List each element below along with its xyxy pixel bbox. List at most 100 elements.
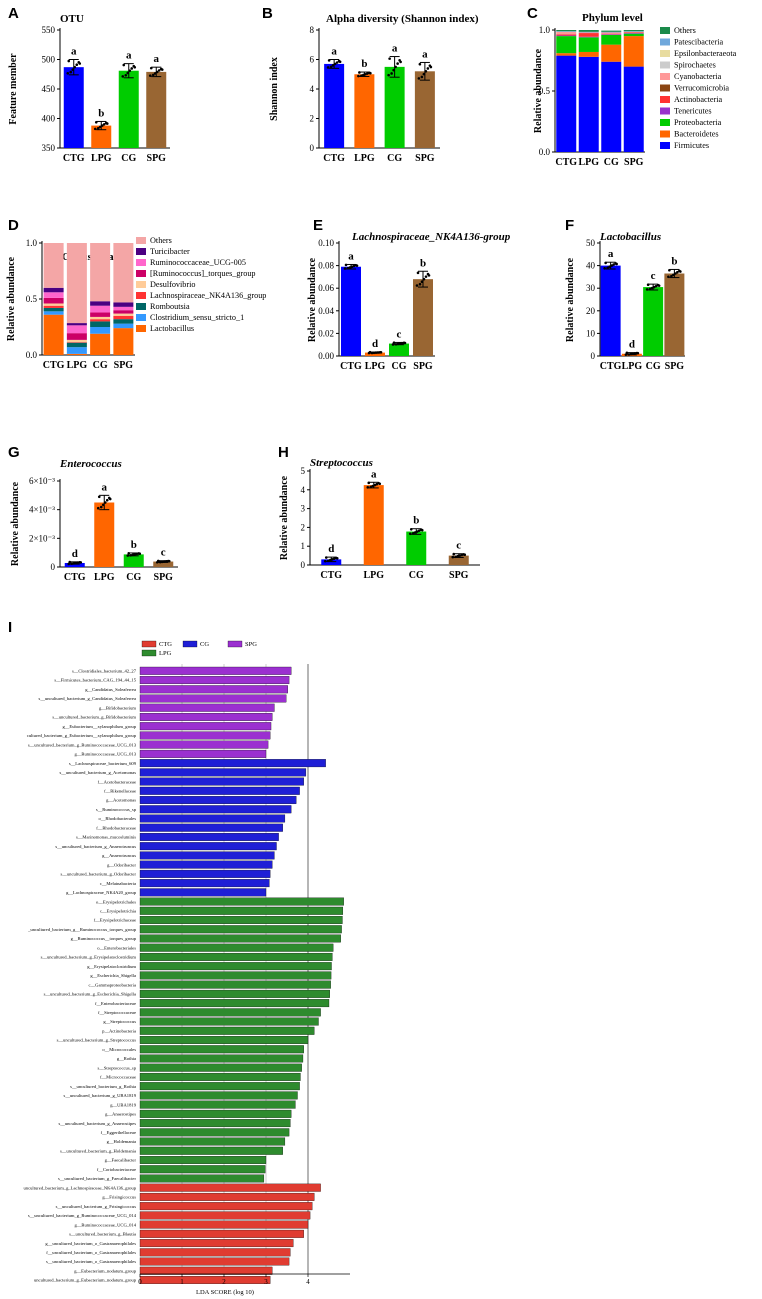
data-point xyxy=(398,342,402,345)
lda-bar xyxy=(139,851,275,860)
data-point xyxy=(138,552,142,555)
data-point xyxy=(676,270,679,274)
lda-bar xyxy=(139,1146,283,1155)
y-axis-label: Relative abundance xyxy=(565,257,576,342)
bar xyxy=(448,555,469,565)
bar-segment xyxy=(556,31,577,32)
legend-swatch xyxy=(660,27,670,34)
bar-segment xyxy=(43,307,64,312)
x-tick-label: 0 xyxy=(138,1278,142,1286)
legend-label: SPG xyxy=(245,641,257,648)
bar-segment xyxy=(556,53,577,56)
data-point xyxy=(418,282,422,286)
data-point xyxy=(98,125,102,129)
legend-swatch xyxy=(141,640,157,648)
data-point xyxy=(451,555,455,559)
lda-bar xyxy=(139,1082,300,1091)
data-point xyxy=(670,274,673,278)
significance-letter: b xyxy=(420,257,426,269)
data-point xyxy=(162,560,166,563)
lda-taxon-label: _uncultured_bacterium_g__Ruminococcus_to… xyxy=(27,927,137,932)
data-point xyxy=(650,286,654,290)
bar-segment xyxy=(623,66,644,152)
lda-taxon-label: s__uncultured_bacterium_g_UBA1819 xyxy=(64,1093,137,1098)
data-point xyxy=(73,65,77,69)
data-point xyxy=(396,342,400,346)
bar-segment xyxy=(623,33,644,34)
bar-segment xyxy=(556,34,577,36)
data-point xyxy=(74,561,78,565)
lda-taxon-label: f__Coriobacteriaceae xyxy=(97,1167,136,1172)
y-axis-label: Relative abundance xyxy=(6,256,17,341)
data-point xyxy=(627,353,631,356)
lda-taxon-label: g__Faecalibacter xyxy=(105,1158,137,1163)
bar-segment xyxy=(43,292,64,298)
y-tick-label: 0.06 xyxy=(318,283,334,293)
data-point xyxy=(668,268,671,272)
lda-taxon-label: s__uncultured_bacterium_g_Odoribacter xyxy=(60,872,136,877)
data-point xyxy=(156,559,160,563)
lda-taxon-label: s__Ruminococcus_sp xyxy=(96,807,137,812)
bar-segment xyxy=(578,32,599,34)
data-point xyxy=(100,124,104,127)
data-point xyxy=(149,66,153,70)
data-point xyxy=(369,485,373,489)
lda-taxon-label: g__Acetomonas xyxy=(106,798,136,803)
data-point xyxy=(68,560,72,564)
lda-bar xyxy=(139,1026,315,1035)
lda-bar xyxy=(139,1045,304,1054)
data-point xyxy=(148,74,152,77)
data-point xyxy=(331,64,335,67)
data-point xyxy=(130,67,134,70)
y-tick-label: 10 xyxy=(586,328,596,338)
lda-taxon-label: g__Lachnospiraceae_NK4A20_group xyxy=(66,890,137,895)
lda-taxon-label: s__Streptococcus_sp xyxy=(97,1065,136,1070)
data-point xyxy=(679,270,682,273)
significance-letter: a xyxy=(154,53,160,65)
significance-letter: d xyxy=(372,338,378,350)
lda-bar xyxy=(139,666,292,675)
bar-segment xyxy=(113,328,134,355)
legend-label: CTG xyxy=(159,641,172,648)
panel-label: B xyxy=(262,5,273,22)
x-tick-label: CTG xyxy=(600,361,622,372)
data-point xyxy=(335,556,339,560)
data-point xyxy=(615,262,618,266)
legend-swatch xyxy=(660,119,670,126)
x-tick-label: LPG xyxy=(578,157,599,168)
x-tick-label: CTG xyxy=(64,572,86,583)
x-tick-label: SPG xyxy=(449,570,469,581)
x-tick-label: SPG xyxy=(624,157,644,168)
legend-swatch xyxy=(660,73,670,80)
lda-bar xyxy=(139,685,288,694)
data-point xyxy=(608,265,611,268)
data-point xyxy=(452,552,456,556)
legend-label: Firmicutes xyxy=(674,141,709,150)
lda-bar xyxy=(139,1072,301,1081)
data-point xyxy=(66,72,70,75)
bar-segment xyxy=(43,297,64,304)
data-point xyxy=(124,73,128,77)
x-tick-label: CG xyxy=(126,572,141,583)
lda-taxon-label: f__Rikenellaceae xyxy=(104,788,136,793)
bar-segment xyxy=(66,347,87,354)
x-axis-label: LDA SCORE (log 10) xyxy=(196,1289,254,1296)
lda-taxon-label: g__Odoribacter xyxy=(107,862,136,867)
data-point xyxy=(372,351,376,355)
lda-bar xyxy=(139,805,292,814)
lda-bar xyxy=(139,768,307,777)
bar xyxy=(146,71,167,148)
y-tick-label: 30 xyxy=(586,283,596,293)
legend-label: Spirochaetes xyxy=(674,61,716,70)
x-tick-label: CG xyxy=(387,153,402,164)
data-point xyxy=(629,352,633,356)
legend-label: Desulfovibrio xyxy=(150,280,195,289)
y-tick-label: 0 xyxy=(591,351,596,361)
data-point xyxy=(411,532,415,535)
data-point xyxy=(370,351,374,355)
data-point xyxy=(326,66,330,69)
lda-taxon-label: g__Bifidobacterium xyxy=(99,705,136,710)
x-tick-label: SPG xyxy=(147,153,167,164)
lda-taxon-label: g__UBA1819 xyxy=(110,1102,136,1107)
lda-bar xyxy=(139,731,271,740)
